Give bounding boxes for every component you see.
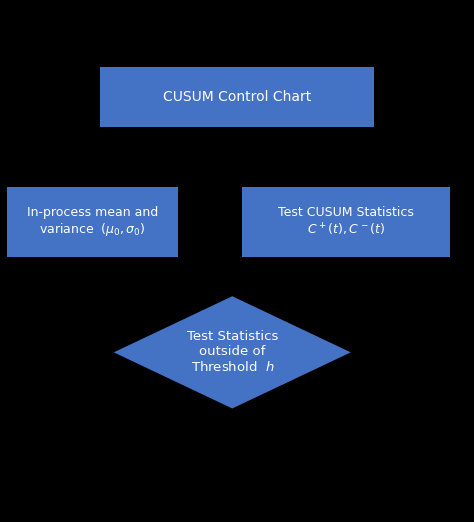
FancyBboxPatch shape bbox=[7, 187, 178, 257]
Text: In-process mean and
variance  ($\mu_0, \sigma_0$): In-process mean and variance ($\mu_0, \s… bbox=[27, 206, 158, 238]
FancyBboxPatch shape bbox=[100, 67, 374, 127]
Polygon shape bbox=[114, 296, 351, 408]
Text: Test CUSUM Statistics
$C^+(t), C^-(t)$: Test CUSUM Statistics $C^+(t), C^-(t)$ bbox=[278, 206, 414, 238]
Text: CUSUM Control Chart: CUSUM Control Chart bbox=[163, 90, 311, 103]
Text: Test Statistics
outside of
Threshold  $h$: Test Statistics outside of Threshold $h$ bbox=[187, 330, 278, 374]
FancyBboxPatch shape bbox=[242, 187, 450, 257]
